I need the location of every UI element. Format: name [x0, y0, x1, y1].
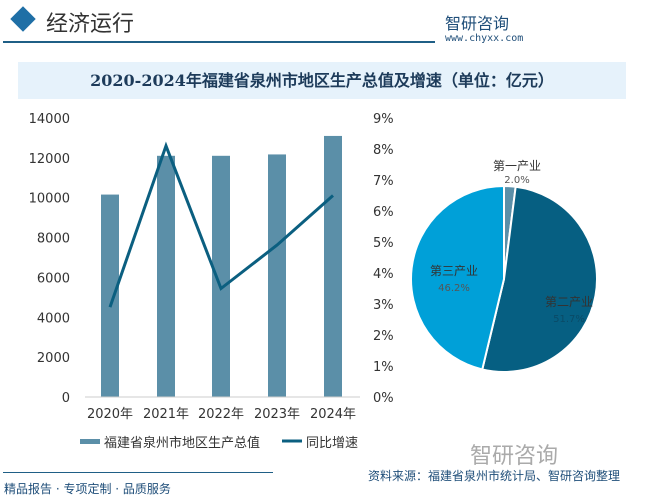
legend-bar-label: 福建省泉州市地区生产总值	[104, 435, 260, 451]
chart-title: 2020-2024年福建省泉州市地区生产总值及增速（单位：亿元）	[90, 71, 554, 90]
pie-slice	[410, 184, 505, 371]
pie-label: 第一产业	[493, 159, 541, 173]
footer-divider	[3, 472, 273, 473]
y2-tick-label: 3%	[373, 298, 394, 313]
legend-bar-swatch	[80, 439, 100, 444]
y2-tick-label: 4%	[373, 267, 394, 282]
y2-tick-label: 6%	[373, 205, 394, 220]
watermark-logo: 智研咨询	[470, 444, 559, 469]
y-tick-label: 8000	[37, 232, 70, 247]
growth-line	[108, 141, 334, 308]
y-tick-label: 0	[62, 391, 70, 406]
x-tick-label: 2023年	[254, 407, 300, 422]
y2-tick-label: 8%	[373, 143, 394, 158]
pie-slice	[481, 185, 598, 373]
bar	[324, 135, 342, 397]
y-tick-label: 10000	[29, 192, 70, 207]
bar	[101, 194, 119, 397]
pie-value: 46.2%	[438, 283, 470, 294]
section-title: 经济运行	[46, 12, 135, 37]
legend: 福建省泉州市地区生产总值 同比增速	[80, 435, 358, 451]
chart: 0 2000 4000 6000 8000 10000 12000 14000 0% 1% 2% 3%…	[29, 112, 598, 451]
x-tick-label: 2021年	[143, 407, 189, 422]
legend-line-label: 同比增速	[306, 436, 358, 451]
y2-tick-label: 5%	[373, 236, 394, 251]
bar	[157, 155, 175, 397]
bar	[212, 155, 230, 397]
y-tick-label: 14000	[29, 112, 70, 127]
y2-tick-label: 9%	[373, 112, 394, 127]
pie-label: 第三产业	[430, 264, 478, 278]
y2-tick-label: 7%	[373, 174, 394, 189]
y-tick-label: 4000	[37, 311, 70, 326]
site-url: www.chyxx.com	[445, 33, 524, 44]
bar	[268, 154, 286, 397]
pie-value: 51.7%	[553, 314, 585, 325]
x-tick-label: 2022年	[198, 407, 244, 422]
y-tick-label: 12000	[29, 152, 70, 167]
divider	[3, 41, 435, 43]
chart-title-box: 2020-2024年福建省泉州市地区生产总值及增速（单位：亿元）	[18, 62, 626, 99]
y-tick-label: 2000	[37, 351, 70, 366]
tagline: 精品报告 · 专项定制 · 品质服务	[4, 482, 171, 496]
y-tick-label: 6000	[37, 271, 70, 286]
source-note: 资料来源：福建省泉州市统计局、智研咨询整理	[368, 469, 621, 483]
y2-tick-label: 1%	[373, 360, 394, 375]
y2-tick-label: 0%	[373, 391, 394, 406]
brand-logo: 智研咨询	[445, 14, 510, 33]
pie-label: 第二产业	[545, 295, 593, 309]
x-tick-label: 2024年	[310, 407, 356, 422]
y2-tick-label: 2%	[373, 329, 394, 344]
pie-value: 2.0%	[504, 175, 529, 186]
x-tick-label: 2020年	[87, 407, 133, 422]
